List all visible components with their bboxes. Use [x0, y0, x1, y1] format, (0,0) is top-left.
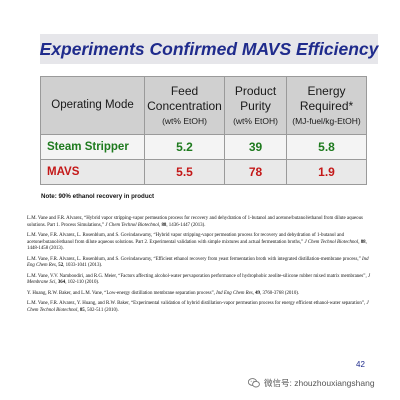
table-row: MAVS 5.5 78 1.9	[40, 159, 367, 185]
references-list: L.M. Vane and F.R. Alvarez, “Hybrid vapo…	[27, 216, 377, 318]
wechat-icon	[247, 378, 260, 388]
cell-feed: 5.2	[144, 134, 225, 160]
header-product-purity: Product Purity (wt% EtOH)	[224, 76, 287, 135]
cell-purity: 78	[224, 159, 287, 185]
reference-item: L.M. Vane, V.V. Namboodiri, and R.G. Mei…	[27, 273, 371, 286]
watermark: 微信号: zhouzhouxiangshang	[247, 377, 375, 389]
title-band: Experiments Confirmed MAVS Efficiency	[40, 34, 378, 64]
header-energy-required: Energy Required* (MJ-fuel/kg-EtOH)	[286, 76, 367, 135]
table-header-row: Operating Mode Feed Concentration (wt% E…	[40, 76, 367, 135]
header-feed-concentration: Feed Concentration (wt% EtOH)	[144, 76, 225, 135]
page-number: 42	[356, 360, 365, 369]
table-row: Steam Stripper 5.2 39 5.8	[40, 134, 367, 160]
cell-energy: 1.9	[286, 159, 367, 185]
table-note: Note: 90% ethanol recovery in product	[41, 193, 155, 200]
reference-item: L.M. Vane, F.R. Alvarez, L. Rosenblum, a…	[27, 233, 367, 251]
reference-item: L.M. Vane, F.R. Alvarez, Y. Huang, and R…	[27, 301, 369, 313]
slide-title: Experiments Confirmed MAVS Efficiency	[39, 38, 379, 59]
row-label-mavs: MAVS	[40, 159, 145, 185]
performance-table: Operating Mode Feed Concentration (wt% E…	[40, 76, 367, 185]
cell-feed: 5.5	[144, 159, 225, 185]
reference-item: L.M. Vane, F.R. Alvarez, L. Rosenblum, a…	[27, 256, 369, 269]
cell-purity: 39	[224, 134, 287, 160]
row-label-steam-stripper: Steam Stripper	[40, 134, 145, 160]
cell-energy: 5.8	[286, 134, 367, 160]
reference-item: L.M. Vane and F.R. Alvarez, “Hybrid vapo…	[27, 216, 363, 228]
watermark-text: 微信号: zhouzhouxiangshang	[264, 378, 375, 388]
reference-item: Y. Huang, R.W. Baker, and L.M. Vane, “Lo…	[27, 290, 300, 296]
header-operating-mode: Operating Mode	[40, 76, 145, 135]
